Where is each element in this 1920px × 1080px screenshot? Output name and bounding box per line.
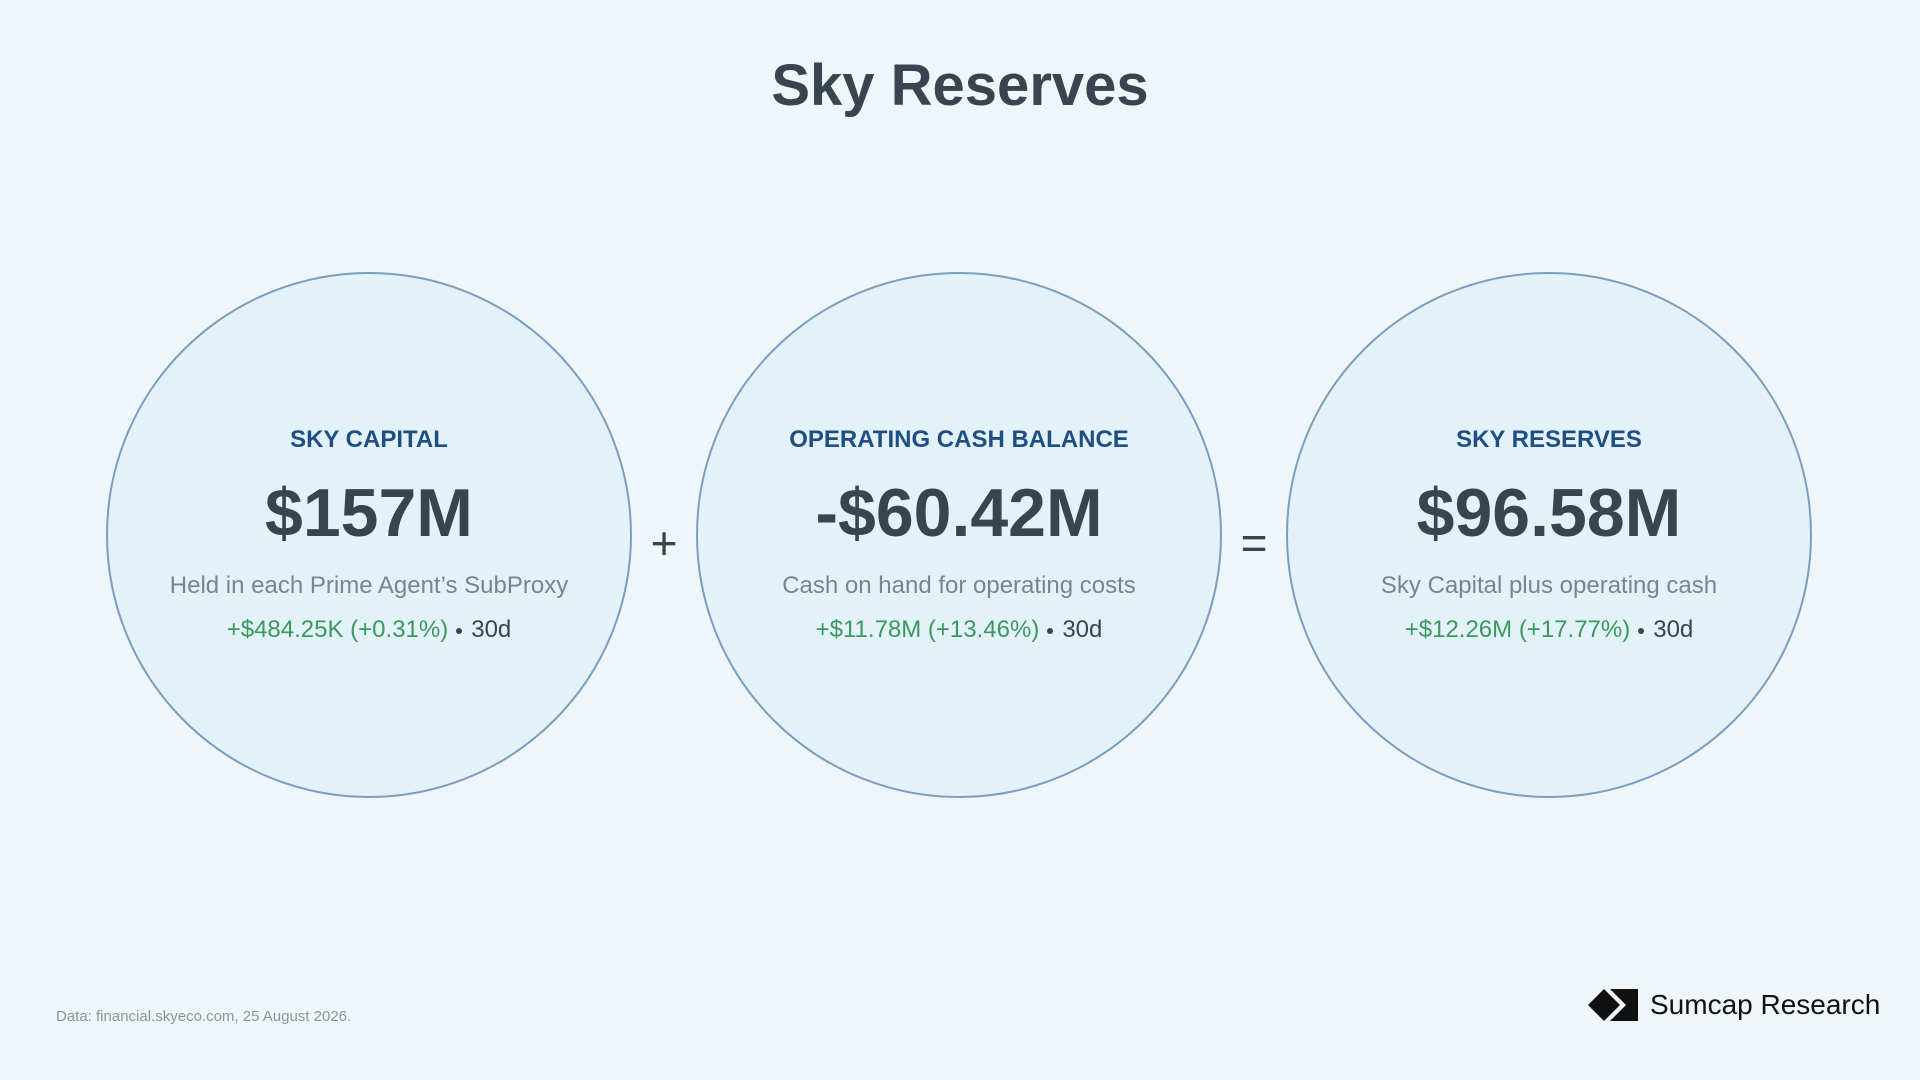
metric-change: +$484.25K (+0.31%): [226, 616, 449, 643]
metric-circle: SKY CAPITAL $157M Held in each Prime Agent…: [106, 272, 632, 798]
metric-description: Cash on hand for operating costs: [782, 572, 1136, 599]
separator-dot: [456, 627, 463, 634]
metric-label: OPERATING CASH BALANCE: [789, 426, 1129, 453]
metric-period: 30d: [471, 616, 512, 643]
metric-change: +$12.26M (+17.77%): [1404, 616, 1631, 643]
metric-label: SKY CAPITAL: [290, 426, 448, 453]
metric-change: +$11.78M (+13.46%): [815, 616, 1040, 643]
metric-label: SKY RESERVES: [1456, 426, 1642, 453]
change-row: +$484.25K (+0.31%) 30d: [108, 616, 630, 644]
operator: +: [650, 517, 678, 569]
page-title: Sky Reserves: [771, 53, 1149, 118]
metric-period: 30d: [1062, 616, 1103, 643]
metric-description: Held in each Prime Agent’s SubProxy: [169, 572, 569, 599]
change-row: +$12.26M (+17.77%) 30d: [1288, 616, 1810, 644]
source-note: Data: financial.skyeco.com, 25 August 20…: [56, 1008, 352, 1025]
brand-name: Sumcap Research: [1650, 989, 1881, 1020]
metric-circle: SKY RESERVES $96.58M Sky Capital plus oper…: [1286, 272, 1812, 798]
metric-period: 30d: [1653, 616, 1694, 643]
metric-circle: OPERATING CASH BALANCE -$60.42M Cash on ha…: [696, 272, 1222, 798]
metric-value: $96.58M: [1416, 475, 1682, 551]
separator-dot: [1047, 627, 1054, 634]
brand-logo: [1588, 989, 1638, 1021]
metric-value: $157M: [265, 475, 473, 551]
metric-description: Sky Capital plus operating cash: [1380, 572, 1718, 599]
metric-value: -$60.42M: [815, 475, 1103, 551]
separator-dot: [1638, 627, 1645, 634]
change-row: +$11.78M (+13.46%) 30d: [698, 616, 1220, 644]
brand: Sumcap Research: [1588, 986, 1880, 1024]
operator: =: [1240, 517, 1268, 569]
